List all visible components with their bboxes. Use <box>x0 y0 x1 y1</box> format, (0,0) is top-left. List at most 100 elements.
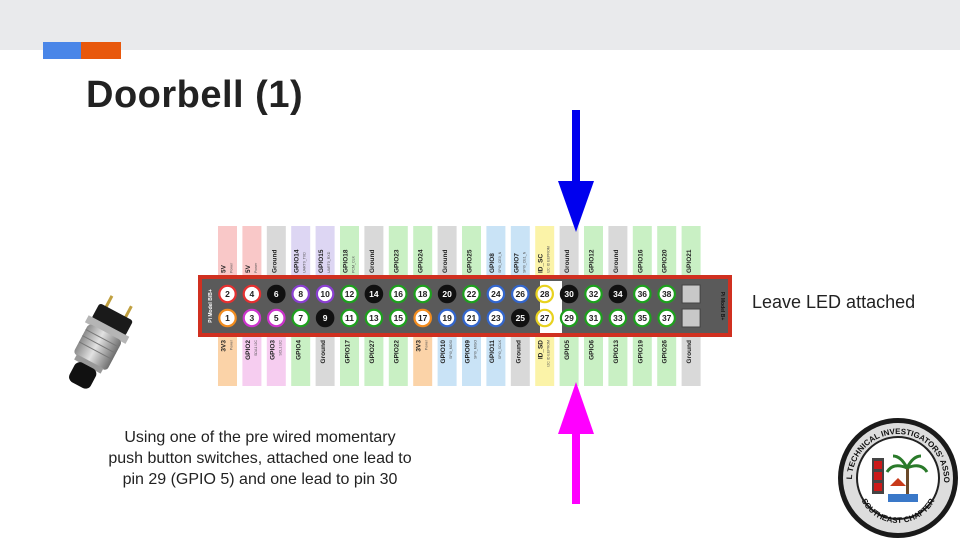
blue-arrow-icon <box>558 110 594 232</box>
pin-sub-label: UART0_RXD <box>327 251 331 273</box>
pin-20-dot <box>437 284 457 304</box>
pin-label-bg <box>266 226 286 276</box>
pin-18-number: 18 <box>418 289 428 299</box>
pin-function-label: GPIO13 <box>613 340 620 364</box>
pin-21-dot <box>462 308 481 328</box>
pin-17-number: 17 <box>418 313 428 323</box>
magenta-arrow-icon <box>558 382 594 504</box>
pin-38-dot <box>657 284 676 304</box>
model-label-left: Pi Model B/B+ <box>208 289 214 323</box>
pin-33-number: 33 <box>613 313 623 323</box>
pin-label-bg <box>413 337 433 386</box>
pin-1-number: 1 <box>225 313 230 323</box>
pin-function-label: GPIO20 <box>662 249 669 273</box>
pin-function-label: 3V3 <box>221 340 228 352</box>
caption-line-2: push button switches, attached one lead … <box>108 450 412 467</box>
pin-function-label: GPIO8 <box>489 253 496 273</box>
pin-label-bg <box>632 337 652 386</box>
pin-36-number: 36 <box>638 289 648 299</box>
pin-function-label: GPIO27 <box>369 340 376 364</box>
pin-30-number: 30 <box>564 289 574 299</box>
top-banner <box>0 0 960 50</box>
pin-31-number: 31 <box>589 313 599 323</box>
pin-sub-label: UART0_TXD <box>303 252 307 273</box>
pin-21-number: 21 <box>467 313 477 323</box>
pin-27-number: 27 <box>540 313 550 323</box>
pin-8-number: 8 <box>298 289 303 299</box>
pin-24-dot <box>486 284 506 304</box>
pin-2-dot <box>218 284 237 304</box>
pin-function-label: GPIO26 <box>662 340 669 364</box>
pin-label-bg <box>413 226 433 276</box>
pin-25-number: 25 <box>516 313 526 323</box>
pin-sub-label: SPI0_SCLK <box>498 339 502 359</box>
pin-11-dot <box>340 308 359 328</box>
pin-label-bg <box>657 226 677 276</box>
pin-label-bg <box>559 226 579 276</box>
pin-6-dot <box>266 284 286 304</box>
pin-33-dot <box>608 308 628 328</box>
pin-label-bg <box>657 337 677 386</box>
led-note: Leave LED attached <box>752 292 916 312</box>
pin-function-label: GPIO17 <box>345 340 352 364</box>
pin-function-label: Ground <box>271 250 278 273</box>
pin-label-bg <box>291 337 311 386</box>
pin-5-number: 5 <box>274 313 279 323</box>
pin-function-label: GPIO6 <box>589 340 596 360</box>
pin-15-dot <box>388 308 408 328</box>
pin-label-bg <box>535 226 555 276</box>
pin-10-number: 10 <box>320 289 330 299</box>
pin-function-label: GPIO16 <box>637 249 644 273</box>
pin-23-dot <box>486 308 506 328</box>
pin-14-number: 14 <box>369 289 379 299</box>
pin-function-label: GPIO5 <box>564 340 571 360</box>
pin-label-bg <box>608 226 628 276</box>
pin-label-bg <box>364 226 384 276</box>
pin-label-bg <box>437 226 457 276</box>
caption-line-1: Using one of the pre wired momentary <box>124 429 396 446</box>
pin-label-bg <box>364 337 384 386</box>
pin-function-label: GPIO3 <box>269 340 276 360</box>
pin-11-number: 11 <box>345 313 354 323</box>
pin-sub-label: SCL1 I2C <box>278 340 282 356</box>
pin-function-label: Ground <box>613 250 620 273</box>
pin-label-bg <box>681 226 701 276</box>
pin-37-number: 37 <box>662 313 672 323</box>
pin-label-bg <box>486 226 506 276</box>
pin-label-bg <box>510 337 530 386</box>
pin-label-bg <box>510 226 530 276</box>
pin-19-number: 19 <box>442 313 452 323</box>
pin-label-bg <box>584 337 603 386</box>
pin-function-label: GPIO21 <box>686 249 693 273</box>
pin-2-number: 2 <box>225 289 230 299</box>
pin-label-bg <box>266 337 286 386</box>
pin-function-label: GPIO09 <box>465 340 472 364</box>
pin-function-label: ID_SD <box>538 340 545 359</box>
pin-22-number: 22 <box>467 289 477 299</box>
pin-label-bg <box>535 337 555 386</box>
pin-20-number: 20 <box>442 289 452 299</box>
pin-label-bg <box>242 226 262 276</box>
pin-function-label: GPIO24 <box>418 249 425 273</box>
pin-function-label: Ground <box>369 250 376 273</box>
pin-label-bg <box>559 337 579 386</box>
caption-line-3: pin 29 (GPIO 5) and one lead to pin 30 <box>122 471 398 488</box>
pin-sub-label: PCM_CLK <box>352 255 356 273</box>
pin-label-bg <box>437 337 457 386</box>
pin-8-dot <box>291 284 310 304</box>
pin-22-dot <box>462 284 481 304</box>
model-label-right: Pi Model B+ <box>719 292 725 321</box>
pin-15-number: 15 <box>394 313 404 323</box>
pin-29-number: 29 <box>564 313 574 323</box>
pin-sub-label: Power <box>230 339 234 350</box>
caption: Using one of the pre wired momentary pus… <box>78 427 442 490</box>
pin-function-label: GPIO18 <box>343 249 350 273</box>
pin-label-bg <box>608 337 628 386</box>
pin-sub-label: SPI0_CE0_N <box>498 251 502 273</box>
pin-27-dot <box>535 308 554 328</box>
pin-sub-label: SPI0_CE1_N <box>522 251 526 273</box>
pin-function-label: GPIO14 <box>294 249 301 273</box>
pin-32-number: 32 <box>589 289 599 299</box>
